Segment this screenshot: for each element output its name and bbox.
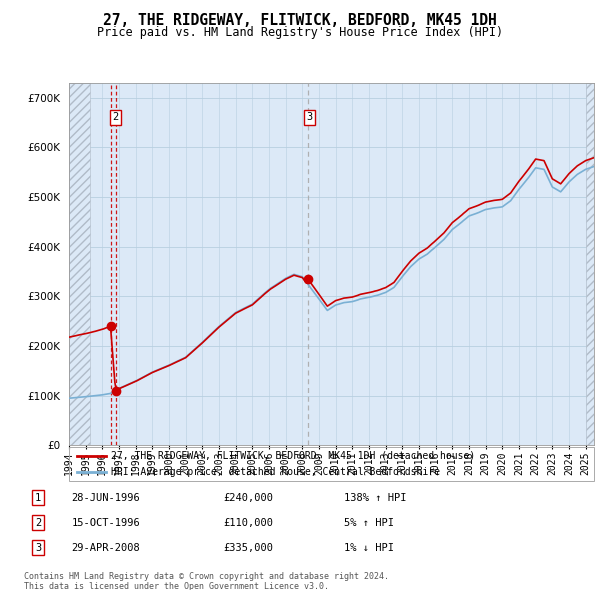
Text: 29-APR-2008: 29-APR-2008 xyxy=(71,543,140,553)
Text: 3: 3 xyxy=(35,543,41,553)
Text: 2: 2 xyxy=(35,518,41,527)
Text: 27, THE RIDGEWAY, FLITWICK, BEDFORD, MK45 1DH (detached house): 27, THE RIDGEWAY, FLITWICK, BEDFORD, MK4… xyxy=(111,451,475,461)
Text: 5% ↑ HPI: 5% ↑ HPI xyxy=(344,518,394,527)
Text: £335,000: £335,000 xyxy=(223,543,273,553)
Text: 3: 3 xyxy=(307,112,313,122)
Text: Contains HM Land Registry data © Crown copyright and database right 2024.: Contains HM Land Registry data © Crown c… xyxy=(24,572,389,581)
Text: 15-OCT-1996: 15-OCT-1996 xyxy=(71,518,140,527)
Text: HPI: Average price, detached house, Central Bedfordshire: HPI: Average price, detached house, Cent… xyxy=(111,467,440,477)
Text: Price paid vs. HM Land Registry's House Price Index (HPI): Price paid vs. HM Land Registry's House … xyxy=(97,26,503,39)
Text: £240,000: £240,000 xyxy=(223,493,273,503)
Text: 1% ↓ HPI: 1% ↓ HPI xyxy=(344,543,394,553)
Text: £110,000: £110,000 xyxy=(223,518,273,527)
Text: 138% ↑ HPI: 138% ↑ HPI xyxy=(344,493,406,503)
Text: 1: 1 xyxy=(35,493,41,503)
Text: 2: 2 xyxy=(112,112,119,122)
Text: This data is licensed under the Open Government Licence v3.0.: This data is licensed under the Open Gov… xyxy=(24,582,329,590)
Text: 28-JUN-1996: 28-JUN-1996 xyxy=(71,493,140,503)
Text: 27, THE RIDGEWAY, FLITWICK, BEDFORD, MK45 1DH: 27, THE RIDGEWAY, FLITWICK, BEDFORD, MK4… xyxy=(103,13,497,28)
